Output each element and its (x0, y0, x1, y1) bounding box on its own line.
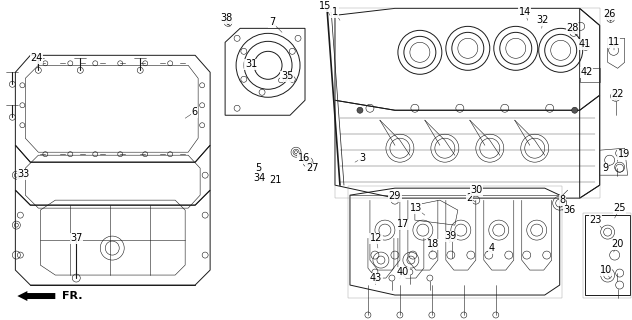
Text: 29: 29 (389, 191, 401, 201)
Text: 15: 15 (319, 1, 331, 12)
Text: 13: 13 (410, 203, 422, 213)
Text: 17: 17 (397, 219, 409, 229)
Text: 40: 40 (397, 267, 409, 277)
Text: 9: 9 (602, 163, 609, 173)
Text: 34: 34 (253, 173, 265, 183)
Text: 4: 4 (489, 243, 495, 253)
Text: 43: 43 (370, 273, 382, 283)
Text: 8: 8 (560, 195, 566, 205)
Text: 28: 28 (566, 23, 579, 33)
Text: 12: 12 (370, 233, 382, 243)
Text: 21: 21 (269, 175, 281, 185)
Text: 22: 22 (611, 89, 624, 99)
Text: 3: 3 (359, 153, 365, 163)
Text: 35: 35 (281, 71, 293, 81)
Text: 24: 24 (30, 53, 42, 63)
Text: 5: 5 (255, 163, 261, 173)
Text: 10: 10 (600, 265, 612, 275)
Text: 36: 36 (564, 205, 576, 215)
Circle shape (357, 107, 363, 113)
Text: 1: 1 (332, 7, 338, 17)
Text: 7: 7 (269, 17, 275, 27)
Text: 27: 27 (306, 163, 319, 173)
FancyArrow shape (17, 291, 56, 301)
Text: 11: 11 (607, 37, 620, 47)
Text: 42: 42 (580, 67, 593, 77)
Text: 18: 18 (427, 239, 439, 249)
Text: 25: 25 (614, 203, 626, 213)
Text: 41: 41 (578, 39, 591, 49)
Text: 32: 32 (537, 15, 549, 25)
Text: 19: 19 (617, 149, 629, 159)
Text: 33: 33 (17, 169, 30, 179)
Text: 26: 26 (604, 9, 616, 20)
Text: 31: 31 (245, 59, 257, 69)
Text: 20: 20 (611, 239, 624, 249)
Text: 39: 39 (445, 231, 457, 241)
Circle shape (572, 107, 578, 113)
Text: 2: 2 (466, 193, 473, 203)
Text: 37: 37 (70, 233, 82, 243)
Text: 30: 30 (471, 185, 483, 195)
Text: FR.: FR. (63, 291, 83, 301)
Text: 6: 6 (191, 107, 197, 117)
Text: 16: 16 (298, 153, 310, 163)
Text: 14: 14 (519, 7, 531, 17)
Text: 23: 23 (590, 215, 602, 225)
Text: 38: 38 (220, 13, 232, 23)
